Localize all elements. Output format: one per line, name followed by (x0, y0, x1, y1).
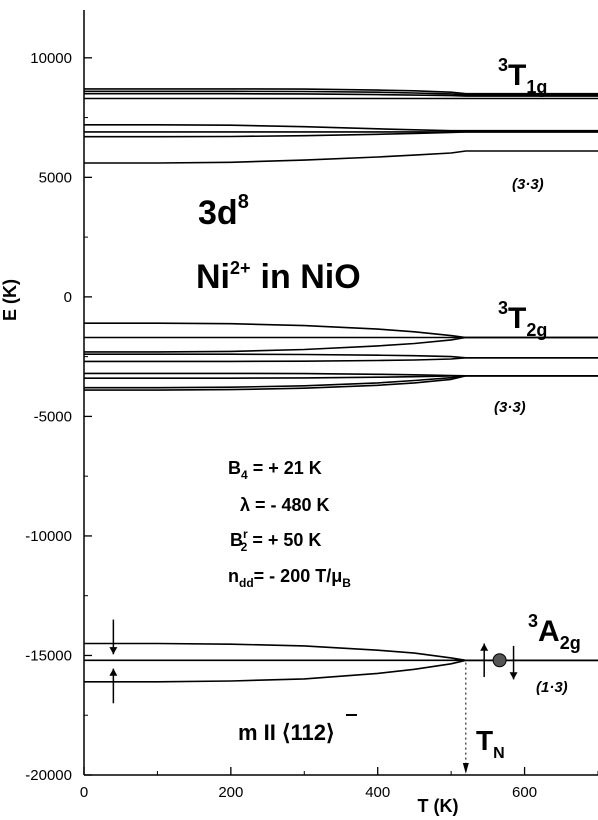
overbar-digit: 2 (314, 720, 326, 745)
energy-level-a2g (84, 642, 598, 662)
energy-level-t1g (84, 124, 598, 132)
x-tick-label: 0 (80, 784, 88, 801)
y-tick-label: -20000 (25, 767, 72, 784)
y-tick-label: 0 (64, 289, 72, 306)
param-lambda: λ = - 480 K (240, 495, 330, 515)
y-tick-label: -15000 (25, 647, 72, 664)
energy-level-t1g (84, 92, 598, 97)
energy-level-t2g (84, 374, 598, 391)
t1g-term-label: 3T1g (498, 55, 547, 97)
energy-level-t1g (84, 150, 598, 164)
t2g-degeneracy: (3·3) (494, 399, 526, 416)
neel-temperature-label: TN (476, 725, 505, 762)
energy-level-lines (84, 88, 598, 683)
annotation-marks (109, 619, 518, 774)
x-axis-label: T (K) (418, 796, 459, 816)
energy-level-t2g (84, 336, 598, 353)
energy-level-a2g (84, 659, 598, 683)
y-tick-label: 10000 (30, 50, 72, 67)
y-tick-label: -10000 (25, 528, 72, 545)
configuration-label: 3d8 (198, 191, 249, 232)
t2g-term-label: 3T2g (498, 298, 547, 340)
x-tick-label: 200 (218, 784, 243, 801)
para-down-arrowhead (509, 672, 518, 680)
a2g-degeneracy: (1·3) (536, 679, 568, 696)
energy-level-t1g (84, 88, 598, 95)
energy-level-t1g (84, 90, 598, 96)
plot-axes: 10000 5000 0 -5000 -10000 -15000 -20000 0 200 400… (25, 10, 598, 801)
y-axis-label: E (K) (0, 279, 20, 321)
t1g-degeneracy: (3·3) (512, 176, 544, 193)
y-tick-label: -5000 (34, 408, 72, 425)
para-up-arrowhead (480, 643, 489, 651)
param-b2: Br 2 = + 50 K (230, 527, 321, 554)
y-tick-label: 5000 (39, 169, 72, 186)
param-b4: B4 = + 21 K (228, 458, 322, 482)
neel-point-dot (492, 653, 507, 668)
neel-temperature-arrowhead (462, 763, 469, 774)
x-tick-label: 600 (512, 784, 537, 801)
energy-level-t1g (84, 131, 598, 138)
spin-up-arrowhead (109, 668, 118, 676)
energy-level-t2g (84, 356, 598, 363)
ion-label: Ni2+ in NiO (196, 258, 361, 296)
x-tick-label: 400 (365, 784, 390, 801)
param-ndd: ndd= - 200 T/μB (228, 566, 351, 590)
a2g-term-label: 3A2g (528, 611, 581, 653)
moment-direction-label: m II ⟨112⟩ (238, 720, 335, 745)
spin-down-arrowhead (109, 647, 118, 655)
